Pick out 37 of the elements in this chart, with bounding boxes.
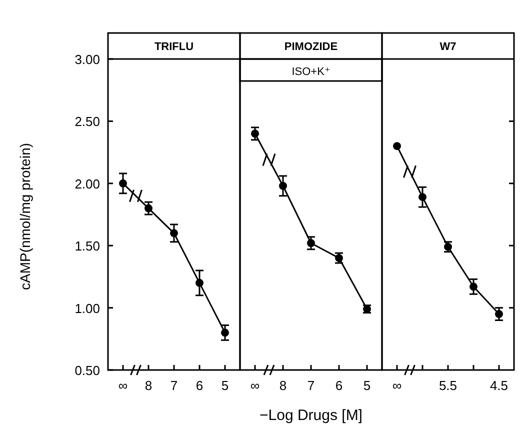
x-tick-label: 8 <box>144 378 152 393</box>
text: ISO+K⁺ <box>292 66 330 78</box>
x-tick-label: 5 <box>363 378 371 393</box>
x-axis-title: −Log Drugs [M] <box>260 407 362 424</box>
y-tick-label: 1.00 <box>74 300 100 316</box>
x-tick-label: ∞ <box>250 378 260 393</box>
point <box>119 179 127 188</box>
point <box>418 193 426 202</box>
x-tick-label: 8 <box>279 378 287 393</box>
point <box>393 142 401 150</box>
point <box>144 204 152 212</box>
y-tick-label: 2.50 <box>74 114 100 130</box>
x-tick-label: 5 <box>221 378 229 393</box>
x-tick-label: 6 <box>196 378 204 393</box>
y-axis-title: cAMP(nmol/mg protein) <box>17 142 33 290</box>
point <box>470 282 478 291</box>
point <box>221 328 229 337</box>
point <box>196 278 204 287</box>
x-tick-label: 7 <box>170 378 178 393</box>
x-tick-label: 6 <box>335 378 343 393</box>
point <box>170 229 178 238</box>
point <box>279 182 287 190</box>
point <box>307 239 315 248</box>
y-tick-label: 0.50 <box>74 363 100 378</box>
y-tick-label: 1.50 <box>74 238 100 254</box>
point <box>251 130 259 138</box>
chart-title: PIMOZIDE <box>284 41 338 53</box>
x-tick-label: 5.5 <box>438 378 458 393</box>
x-tick-label: ∞ <box>118 378 128 393</box>
point <box>495 310 503 318</box>
x-tick-label: 7 <box>307 378 315 393</box>
y-tick-label: 3.00 <box>74 52 100 67</box>
y-tick-label: 2.00 <box>74 176 100 192</box>
x-tick-label: ∞ <box>392 378 402 393</box>
chart-title: W7 <box>440 41 456 53</box>
x-tick-label: 4.5 <box>490 378 508 393</box>
chart-title: TRIFLU <box>154 41 194 53</box>
